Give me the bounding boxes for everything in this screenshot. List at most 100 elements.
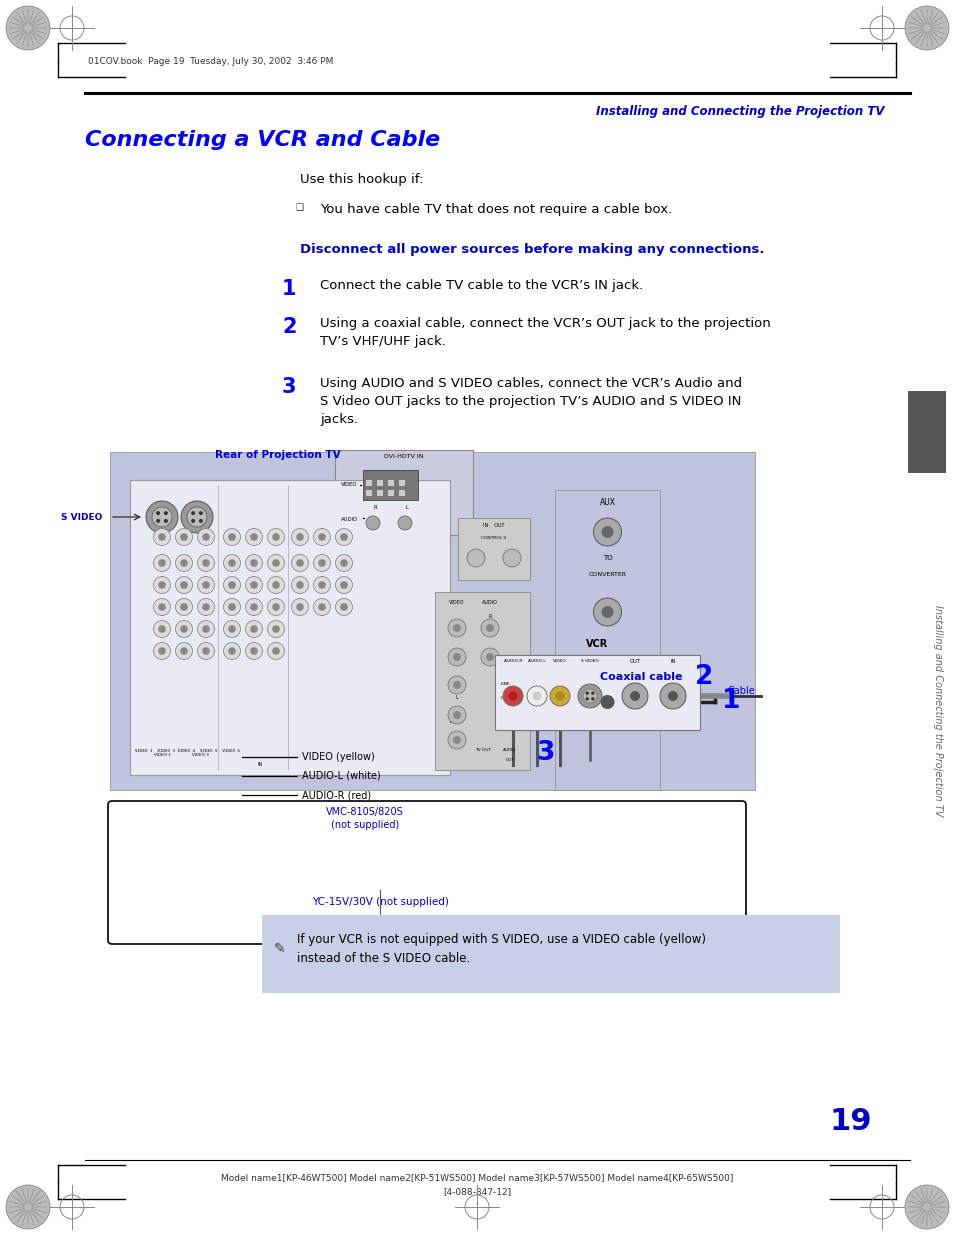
Circle shape — [335, 577, 352, 594]
Circle shape — [228, 625, 235, 632]
Text: AUDIO: AUDIO — [450, 720, 463, 724]
Circle shape — [197, 599, 214, 615]
Circle shape — [250, 534, 257, 541]
Circle shape — [153, 642, 171, 659]
Circle shape — [272, 625, 279, 632]
Text: 7: 7 — [401, 471, 406, 475]
Circle shape — [158, 534, 166, 541]
Text: VIDEO: VIDEO — [340, 483, 357, 488]
Circle shape — [267, 620, 284, 637]
Bar — [376, 480, 382, 487]
Bar — [398, 480, 405, 487]
Text: Using AUDIO and S VIDEO cables, connect the VCR’s Audio and
S Video OUT jacks to: Using AUDIO and S VIDEO cables, connect … — [319, 377, 741, 426]
Circle shape — [202, 582, 210, 589]
Circle shape — [340, 534, 348, 541]
Circle shape — [187, 508, 207, 527]
Circle shape — [272, 559, 279, 567]
Text: 1: 1 — [721, 688, 740, 714]
Text: 1: 1 — [282, 279, 296, 299]
Circle shape — [223, 555, 240, 572]
Bar — [366, 480, 372, 487]
Circle shape — [629, 692, 639, 701]
Text: AUDIO L: AUDIO L — [528, 659, 545, 663]
Circle shape — [366, 516, 379, 530]
Circle shape — [582, 689, 597, 703]
Text: Connecting a VCR and Cable: Connecting a VCR and Cable — [85, 130, 439, 149]
Circle shape — [191, 511, 195, 515]
Circle shape — [272, 582, 279, 589]
Text: VIDEO (yellow): VIDEO (yellow) — [302, 752, 375, 762]
Text: OUT: OUT — [500, 697, 510, 700]
Circle shape — [153, 599, 171, 615]
Text: L: L — [456, 695, 457, 700]
Circle shape — [180, 582, 188, 589]
Circle shape — [223, 642, 240, 659]
Circle shape — [591, 697, 594, 700]
Circle shape — [180, 625, 188, 632]
Circle shape — [340, 603, 348, 611]
Circle shape — [146, 501, 178, 534]
Bar — [398, 490, 405, 496]
Text: Cable: Cable — [727, 685, 755, 697]
Circle shape — [250, 625, 257, 632]
Circle shape — [621, 683, 647, 709]
Circle shape — [448, 731, 465, 748]
Circle shape — [175, 599, 193, 615]
Circle shape — [272, 534, 279, 541]
Circle shape — [601, 606, 613, 618]
Circle shape — [555, 692, 564, 700]
Circle shape — [467, 550, 484, 567]
Circle shape — [197, 555, 214, 572]
Circle shape — [593, 517, 620, 546]
Circle shape — [448, 706, 465, 724]
Text: YC-15V/30V (not supplied): YC-15V/30V (not supplied) — [312, 897, 448, 906]
Circle shape — [180, 647, 188, 655]
Circle shape — [223, 529, 240, 546]
Circle shape — [158, 647, 166, 655]
Bar — [457, 517, 530, 580]
Circle shape — [295, 603, 303, 611]
Circle shape — [153, 577, 171, 594]
Circle shape — [292, 599, 308, 615]
Text: TO: TO — [602, 555, 612, 561]
Bar — [495, 655, 700, 730]
Bar — [435, 592, 530, 769]
Circle shape — [175, 529, 193, 546]
Circle shape — [175, 555, 193, 572]
Circle shape — [453, 653, 460, 661]
Text: You have cable TV that does not require a cable box.: You have cable TV that does not require … — [319, 203, 672, 216]
Circle shape — [158, 625, 166, 632]
Text: AUDIO R: AUDIO R — [503, 659, 521, 663]
Circle shape — [448, 648, 465, 666]
Circle shape — [292, 529, 308, 546]
Circle shape — [158, 582, 166, 589]
Text: [4-088-847-12]: [4-088-847-12] — [442, 1187, 511, 1195]
Text: If your VCR is not equipped with S VIDEO, use a VIDEO cable (yellow)
instead of : If your VCR is not equipped with S VIDEO… — [296, 934, 705, 965]
Bar — [262, 915, 840, 993]
Text: AUX: AUX — [598, 498, 615, 508]
Circle shape — [250, 559, 257, 567]
Text: VIDEO 1: VIDEO 1 — [153, 753, 171, 757]
Circle shape — [198, 511, 203, 515]
Bar — [366, 490, 372, 496]
Circle shape — [202, 603, 210, 611]
FancyBboxPatch shape — [108, 802, 745, 944]
Circle shape — [197, 529, 214, 546]
Circle shape — [191, 519, 195, 522]
Text: 2: 2 — [695, 664, 713, 690]
Circle shape — [397, 516, 412, 530]
Circle shape — [318, 534, 326, 541]
Text: S VIDEO: S VIDEO — [580, 659, 598, 663]
Text: OUT: OUT — [629, 659, 639, 664]
Circle shape — [904, 1186, 948, 1229]
Circle shape — [502, 685, 522, 706]
Circle shape — [180, 559, 188, 567]
Circle shape — [267, 642, 284, 659]
Circle shape — [585, 692, 588, 695]
Circle shape — [175, 642, 193, 659]
Bar — [388, 480, 394, 487]
Text: LINE: LINE — [500, 682, 510, 685]
Circle shape — [180, 603, 188, 611]
Circle shape — [6, 1186, 50, 1229]
Text: VIDEO: VIDEO — [449, 600, 464, 605]
